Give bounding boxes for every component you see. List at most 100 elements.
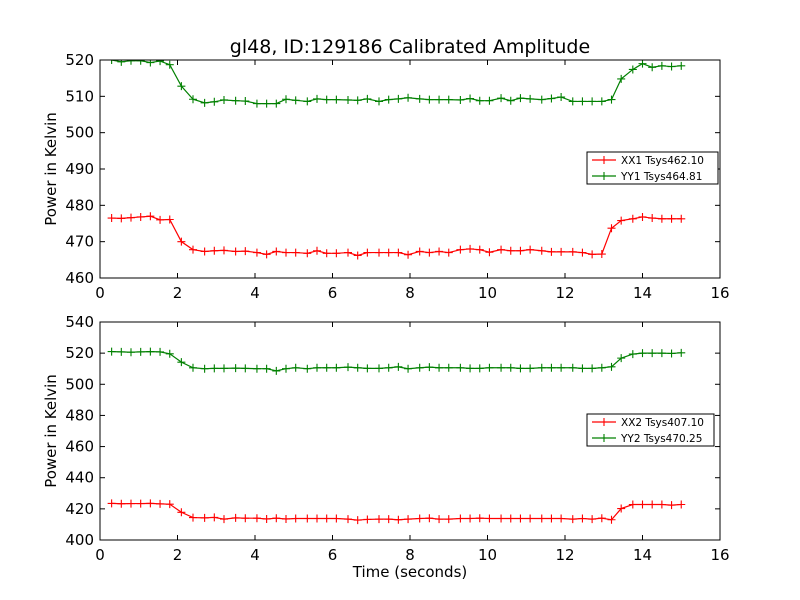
data-point xyxy=(547,363,556,372)
data-point xyxy=(617,504,626,513)
x-tick-label: 8 xyxy=(405,284,415,302)
legend-item: XX2 Tsys407.10 xyxy=(592,417,704,429)
x-tick-label: 0 xyxy=(95,546,105,564)
data-point xyxy=(303,249,312,258)
x-tick-label: 12 xyxy=(555,284,574,302)
data-point xyxy=(394,362,403,371)
series-1 xyxy=(107,499,686,525)
x-tick-label: 12 xyxy=(555,546,574,564)
data-point xyxy=(648,349,657,358)
data-point xyxy=(638,60,647,68)
data-point xyxy=(667,62,676,71)
chart-title: gl48, ID:129186 Calibrated Amplitude xyxy=(230,36,590,58)
data-point xyxy=(384,95,393,104)
y-tick-label: 500 xyxy=(65,124,94,142)
data-point xyxy=(568,247,577,256)
series-2 xyxy=(107,60,686,108)
data-point xyxy=(597,514,606,523)
x-tick-label: 14 xyxy=(633,284,652,302)
y-tick-label: 440 xyxy=(65,469,94,487)
x-tick-label: 14 xyxy=(633,546,652,564)
data-point xyxy=(344,363,352,372)
data-point xyxy=(231,247,240,256)
data-point xyxy=(220,515,228,524)
legend-label: YY1 Tsys464.81 xyxy=(620,171,702,183)
data-point xyxy=(117,347,126,356)
data-point xyxy=(189,363,197,372)
x-tick-label: 10 xyxy=(478,284,497,302)
data-point xyxy=(485,96,494,105)
data-point xyxy=(136,347,145,356)
data-point xyxy=(363,364,372,373)
data-point xyxy=(384,248,393,257)
data-point xyxy=(628,500,637,509)
series-2 xyxy=(107,347,686,375)
data-point xyxy=(363,94,372,103)
data-point xyxy=(638,349,647,358)
data-point xyxy=(282,514,290,523)
y-tick-label: 400 xyxy=(65,531,94,549)
data-point xyxy=(252,364,261,373)
data-point xyxy=(557,514,566,523)
data-point xyxy=(165,500,174,509)
data-point xyxy=(177,82,186,91)
data-point xyxy=(127,348,135,357)
data-point xyxy=(547,94,556,103)
data-point xyxy=(404,250,413,259)
data-point xyxy=(578,97,587,106)
y-axis-label: Power in Kelvin xyxy=(42,374,60,488)
data-point xyxy=(617,74,626,83)
data-point xyxy=(156,347,165,356)
data-point xyxy=(568,97,577,106)
data-point xyxy=(497,245,506,254)
data-point xyxy=(332,95,341,104)
data-point xyxy=(628,65,637,74)
data-point xyxy=(313,94,321,103)
data-point xyxy=(617,354,626,363)
x-axis-label: Time (seconds) xyxy=(352,563,468,581)
data-point xyxy=(475,245,484,254)
data-point xyxy=(200,247,209,256)
data-point xyxy=(404,93,413,102)
data-point xyxy=(394,515,403,524)
y-tick-label: 520 xyxy=(65,344,94,362)
data-point xyxy=(241,247,250,256)
data-point xyxy=(466,514,475,523)
y-tick-label: 470 xyxy=(65,233,94,251)
data-point xyxy=(200,98,209,107)
data-point xyxy=(231,513,240,522)
data-point xyxy=(638,500,647,509)
data-point xyxy=(313,363,321,372)
data-point xyxy=(526,514,535,523)
data-point xyxy=(415,363,424,372)
data-point xyxy=(344,515,352,524)
plot-panel-2: Power in Kelvin 0 2 4 6 8 10 12 14 16 400 420 440 460… xyxy=(42,313,730,564)
legend-item: YY1 Tsys464.81 xyxy=(592,171,702,183)
data-point xyxy=(506,514,515,523)
data-point xyxy=(272,514,281,523)
data-point xyxy=(107,499,116,508)
data-point xyxy=(262,364,271,373)
plot-panel-1: Power in Kelvin 0 2 4 6 8 10 12 14 16 460 470 480 490… xyxy=(42,51,730,302)
data-point xyxy=(210,246,219,255)
data-point xyxy=(322,363,331,372)
data-point xyxy=(404,364,413,373)
data-point xyxy=(516,246,525,255)
legend-item: XX1 Tsys462.10 xyxy=(592,155,704,167)
data-point xyxy=(506,96,515,105)
data-point xyxy=(322,249,331,258)
data-point xyxy=(375,248,383,257)
data-point xyxy=(617,216,626,225)
plot-frame xyxy=(99,321,721,541)
data-point xyxy=(677,61,686,70)
data-point xyxy=(177,508,186,517)
data-point xyxy=(313,246,321,255)
data-point xyxy=(475,364,484,373)
data-point xyxy=(607,362,616,371)
data-point xyxy=(415,514,424,523)
data-point xyxy=(231,364,240,373)
data-point xyxy=(220,364,228,373)
data-point xyxy=(456,95,465,104)
data-point xyxy=(291,514,300,523)
